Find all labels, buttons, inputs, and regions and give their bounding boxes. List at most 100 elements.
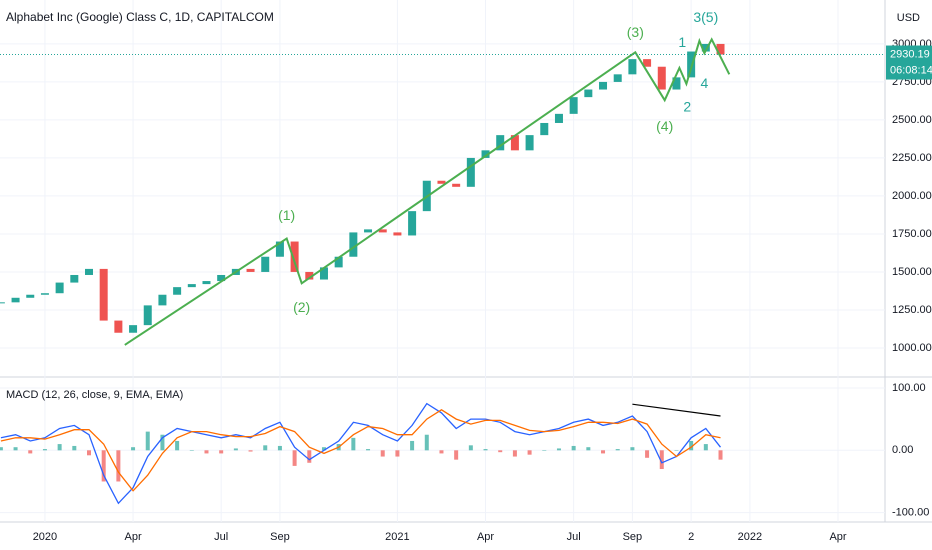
y-tick-label: 1750.00 xyxy=(892,228,932,240)
histogram-bar xyxy=(57,444,62,451)
y-tick-label: 2250.00 xyxy=(892,152,932,164)
histogram-bar xyxy=(175,440,180,451)
histogram-bar xyxy=(424,434,429,451)
x-tick-label: 2020 xyxy=(33,531,57,543)
wave-label: (2) xyxy=(293,299,310,315)
histogram-bar xyxy=(380,450,385,457)
histogram-bar xyxy=(703,444,708,451)
wave-label: 1 xyxy=(678,34,686,50)
histogram-bar xyxy=(160,434,165,451)
x-tick-label: 2022 xyxy=(738,531,762,543)
last-price-box xyxy=(886,45,932,80)
histogram-bar xyxy=(601,450,606,454)
histogram-bar xyxy=(366,449,371,451)
macd-title: MACD (12, 26, close, 9, EMA, EMA) xyxy=(6,389,183,401)
candle xyxy=(452,183,461,187)
candle xyxy=(554,113,563,123)
wave-line xyxy=(124,37,731,346)
candle xyxy=(525,135,534,151)
candle xyxy=(510,135,519,151)
histogram-bar xyxy=(454,450,459,460)
candle xyxy=(246,268,255,272)
wave-label: 3(5) xyxy=(693,9,718,25)
candle xyxy=(202,281,211,285)
candle xyxy=(466,157,475,187)
histogram-bar xyxy=(615,449,620,451)
candle xyxy=(84,268,93,275)
histogram-bar xyxy=(86,450,91,456)
candle xyxy=(643,59,652,67)
histogram-bar xyxy=(0,447,3,451)
x-tick-label: Jul xyxy=(567,531,581,543)
candle xyxy=(569,97,578,114)
y-tick-label: -100.00 xyxy=(892,507,929,519)
histogram-bar xyxy=(689,440,694,451)
macd-line xyxy=(0,402,722,505)
candle xyxy=(55,282,64,294)
candle xyxy=(393,232,402,236)
histogram-bar xyxy=(512,450,517,457)
candle xyxy=(70,274,79,283)
wave-label: 4 xyxy=(700,75,708,91)
candle xyxy=(290,241,299,272)
histogram-bar xyxy=(13,447,18,451)
histogram-bar xyxy=(439,450,444,454)
x-tick-label: Apr xyxy=(477,531,494,543)
histogram-bar xyxy=(116,450,121,482)
histogram-bar xyxy=(630,447,635,451)
candle xyxy=(408,211,417,236)
wave-label: (3) xyxy=(627,24,644,40)
histogram-bar xyxy=(542,450,547,451)
candle xyxy=(143,305,152,326)
histogram-bar xyxy=(586,447,591,451)
candle xyxy=(613,74,622,82)
candle xyxy=(364,229,373,233)
candle xyxy=(0,302,5,304)
candle xyxy=(496,135,505,151)
histogram-bar xyxy=(307,450,312,463)
candle xyxy=(114,320,123,333)
candle xyxy=(687,51,696,78)
histogram-bar xyxy=(219,450,224,454)
last-price-label: 2930.19 xyxy=(890,48,930,60)
x-tick-label: Sep xyxy=(270,531,290,543)
candle xyxy=(217,274,226,282)
candle xyxy=(99,268,108,321)
histogram-bar xyxy=(321,447,326,451)
candle xyxy=(378,229,387,233)
wave-label: 2 xyxy=(683,98,691,114)
y-tick-label: 1250.00 xyxy=(892,304,932,316)
histogram-bar xyxy=(277,445,282,451)
histogram-bar xyxy=(395,450,400,457)
y-tick-label: 0.00 xyxy=(892,444,913,456)
histogram-bar xyxy=(410,440,415,451)
candle xyxy=(261,256,270,272)
candle xyxy=(599,81,608,90)
histogram-bar xyxy=(718,450,723,460)
macd-line xyxy=(0,409,721,492)
candle xyxy=(349,232,358,257)
y-tick-label: 100.00 xyxy=(892,382,926,394)
candle xyxy=(319,267,328,280)
histogram-bar xyxy=(28,450,33,454)
histogram-bar xyxy=(556,448,561,451)
y-tick-label: 1000.00 xyxy=(892,342,932,354)
histogram-bar xyxy=(204,450,209,454)
candle xyxy=(701,43,710,52)
candle xyxy=(11,297,20,303)
candle xyxy=(26,294,35,298)
x-tick-label: Sep xyxy=(623,531,643,543)
x-tick-label: 2 xyxy=(688,531,694,543)
histogram-bar xyxy=(131,447,136,451)
histogram-bar xyxy=(42,449,47,451)
candle xyxy=(657,66,666,90)
candle xyxy=(158,294,167,306)
candle xyxy=(716,43,725,55)
candle xyxy=(129,325,138,333)
y-tick-label: 2500.00 xyxy=(892,114,932,126)
y-tick-label: 2000.00 xyxy=(892,190,932,202)
x-tick-label: Apr xyxy=(829,531,846,543)
candle xyxy=(173,287,182,295)
